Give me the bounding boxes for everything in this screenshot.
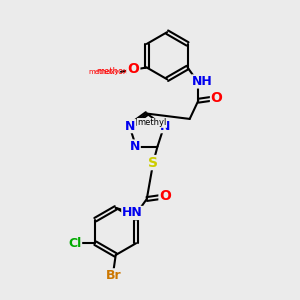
Text: Br: Br [106,269,122,282]
Text: N: N [125,120,136,133]
Text: O: O [129,61,139,74]
Text: S: S [148,156,158,170]
Text: methoxy: methoxy [96,67,133,76]
Text: methoxy: methoxy [88,69,119,75]
Text: O: O [211,91,222,104]
Text: O: O [159,189,171,203]
Text: N: N [130,140,140,153]
Text: N: N [160,120,170,133]
Text: O: O [127,61,139,76]
Text: methyl: methyl [137,118,167,127]
Text: Cl: Cl [68,237,82,250]
Text: NH: NH [192,75,212,88]
Text: HN: HN [122,206,142,219]
